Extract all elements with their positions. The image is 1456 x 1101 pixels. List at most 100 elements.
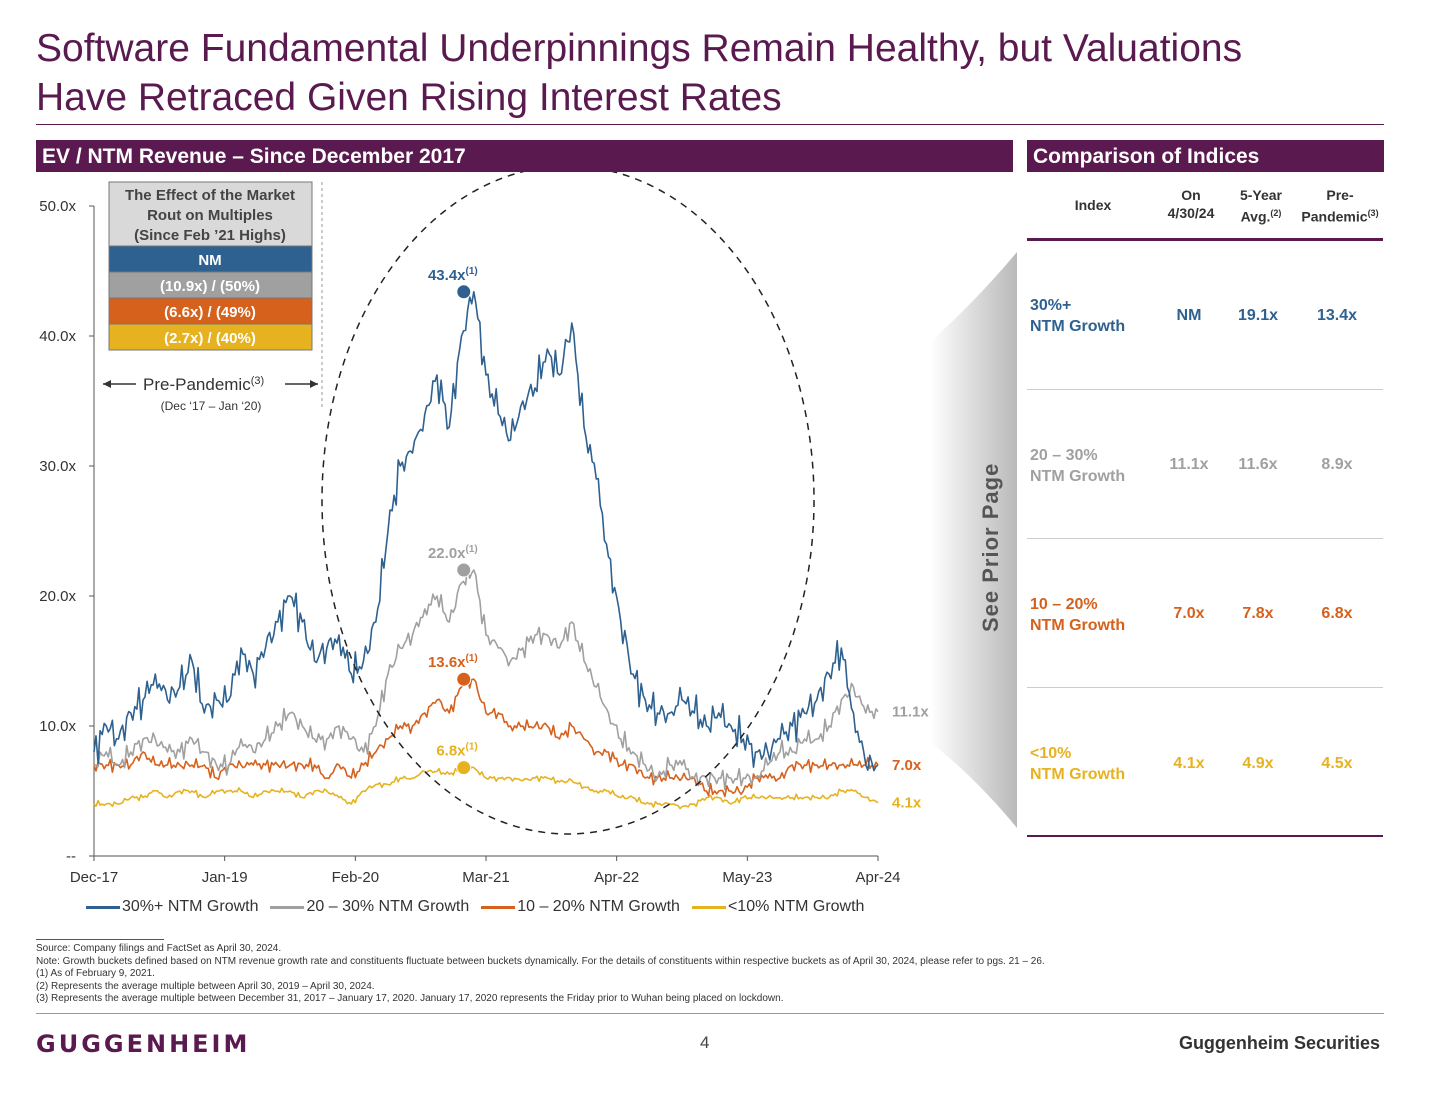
y-axis: -- 10.0x 20.0x 30.0x 40.0x 50.0x xyxy=(39,198,95,865)
series-line xyxy=(93,766,879,810)
value-20-current: 11.1x xyxy=(1169,456,1209,473)
row-divider xyxy=(1027,389,1383,390)
end-value-label: 4.1x xyxy=(892,795,922,812)
row-divider xyxy=(1027,538,1383,539)
legend-item-30: 30%+ NTM Growth xyxy=(86,898,258,916)
footnote-divider xyxy=(36,939,164,940)
value-20-pre: 8.9x xyxy=(1321,456,1353,473)
peak-label: 6.8x(1) xyxy=(436,742,477,760)
footnote-source: Source: Company filings and FactSet as A… xyxy=(36,943,282,954)
legend-item-20: 20 – 30% NTM Growth xyxy=(270,898,469,916)
legend-label: 10 – 20% NTM Growth xyxy=(517,898,680,915)
peak-marker xyxy=(456,671,472,687)
legend-label: 20 – 30% NTM Growth xyxy=(306,898,470,915)
legend-swatch xyxy=(691,905,726,909)
series-line xyxy=(93,291,879,772)
series-line xyxy=(93,564,879,791)
effect-box-header-1: The Effect of the Market xyxy=(125,187,295,204)
series-line xyxy=(93,676,879,798)
value-10-pre: 6.8x xyxy=(1321,605,1353,622)
y-tick-label: 10.0x xyxy=(39,718,76,735)
pre-pandemic-label: Pre-Pandemic(3) xyxy=(143,375,264,394)
col-header-5yr-2: Avg.(2) xyxy=(1240,208,1282,225)
y-tick-label: 20.0x xyxy=(39,588,76,605)
x-tick-label: May-23 xyxy=(722,869,772,886)
effect-box: The Effect of the Market Rout on Multipl… xyxy=(108,181,313,351)
col-header-current-1: On xyxy=(1181,187,1201,203)
effect-box-header-2: Rout on Multiples xyxy=(147,207,273,224)
guggenheim-logo: GUGGENHEIM xyxy=(36,1030,251,1058)
end-value-label: 11.1x xyxy=(892,704,929,721)
effect-box-header-3: (Since Feb ’21 Highs) xyxy=(134,227,286,244)
value-10-current: 7.0x xyxy=(1173,605,1205,622)
col-header-current: On 4/30/24 xyxy=(1156,186,1226,222)
ev-ntm-revenue-chart: -- 10.0x 20.0x 30.0x 40.0x 50.0x Dec-17 Jan-19… xyxy=(39,172,1017,886)
peak-marker xyxy=(456,284,472,300)
x-tick-label: Jan-19 xyxy=(202,869,248,886)
legend-label: <10% NTM Growth xyxy=(727,898,865,915)
peak-label: 43.4x(1) xyxy=(428,266,478,284)
row-label-10: 10 – 20% NTM Growth xyxy=(1030,596,1126,634)
x-axis: Dec-17 Jan-19 Feb-20 Mar-21 Apr-22 May-23 Apr-… xyxy=(70,855,901,886)
highlight-ellipse xyxy=(321,172,815,835)
col-header-current-2: 4/30/24 xyxy=(1167,205,1215,221)
peak-label: 22.0x(1) xyxy=(428,544,478,562)
footnote-1: (1) As of February 9, 2021. xyxy=(36,968,155,979)
value-20-5yr: 11.6x xyxy=(1238,456,1278,473)
x-tick-label: Apr-22 xyxy=(594,869,639,886)
effect-row-20: (10.9x) / (50%) xyxy=(160,278,260,295)
row-label-0: <10% NTM Growth xyxy=(1030,745,1126,783)
value-0-pre: 4.5x xyxy=(1321,755,1353,772)
row-label-20: 20 – 30% NTM Growth xyxy=(1030,447,1126,485)
title-line-2: Have Retraced Given Rising Interest Rate… xyxy=(36,76,782,119)
col-header-index: Index xyxy=(1074,197,1112,213)
x-tick-label: Apr-24 xyxy=(855,869,900,886)
value-30-pre: 13.4x xyxy=(1316,307,1358,324)
effect-row-30: NM xyxy=(198,252,221,269)
col-header-prepandemic-2: Pandemic(3) xyxy=(1301,208,1379,225)
table-bottom-rule xyxy=(1027,835,1383,837)
see-prior-page-funnel: See Prior Page xyxy=(930,252,1017,828)
pre-pandemic-annotation: Pre-Pandemic(3) (Dec ‘17 – Jan ‘20) xyxy=(103,182,323,413)
col-header-5yr-1: 5-Year xyxy=(1239,187,1283,203)
chart-banner: EV / NTM Revenue – Since December 2017 xyxy=(36,140,1013,172)
page-number: 4 xyxy=(700,1033,710,1052)
row-divider xyxy=(1027,687,1383,688)
x-tick-label: Mar-21 xyxy=(462,869,510,886)
x-tick-label: Dec-17 xyxy=(70,869,118,886)
title-divider xyxy=(36,124,1384,125)
footer-divider xyxy=(36,1013,1384,1014)
pre-pandemic-range: (Dec ‘17 – Jan ‘20) xyxy=(161,399,262,413)
col-header-prepandemic-1: Pre- xyxy=(1326,187,1354,203)
value-30-5yr: 19.1x xyxy=(1237,307,1279,324)
effect-row-10: (6.6x) / (49%) xyxy=(164,304,256,321)
row-label-30: 30%+ NTM Growth xyxy=(1030,297,1126,335)
legend-swatch xyxy=(86,905,120,909)
value-10-5yr: 7.8x xyxy=(1242,605,1274,622)
page-title: Software Fundamental Underpinnings Remai… xyxy=(36,24,1376,122)
legend-label: 30%+ NTM Growth xyxy=(122,898,259,915)
value-0-5yr: 4.9x xyxy=(1242,755,1274,772)
end-labels: 11.1x 7.0x 4.1x xyxy=(892,704,929,812)
effect-row-0: (2.7x) / (40%) xyxy=(164,330,256,347)
value-0-current: 4.1x xyxy=(1173,755,1205,772)
table-header-rule xyxy=(1027,238,1383,241)
footnote-note: Note: Growth buckets defined based on NT… xyxy=(36,955,1045,967)
comparison-banner: Comparison of Indices xyxy=(1027,140,1384,172)
peak-label: 13.6x(1) xyxy=(428,653,478,671)
chart-legend: 30%+ NTM Growth 20 – 30% NTM Growth 10 –… xyxy=(86,898,876,916)
footnotes: Source: Company filings and FactSet as A… xyxy=(36,943,1045,1006)
peak-marker xyxy=(456,562,472,578)
col-header-prepandemic: Pre- Pandemic(3) xyxy=(1298,186,1382,226)
value-30-current: NM xyxy=(1176,307,1202,324)
footnote-2: (2) Represents the average multiple betw… xyxy=(36,980,375,992)
legend-swatch xyxy=(481,905,516,909)
col-header-5yr: 5-Year Avg.(2) xyxy=(1226,186,1296,226)
legend-swatch xyxy=(270,905,305,909)
peak-markers: 43.4x(1) 22.0x(1) 13.6x(1) 6.8x(1) xyxy=(428,266,478,776)
legend-item-0: <10% NTM Growth xyxy=(691,898,865,916)
legend-item-10: 10 – 20% NTM Growth xyxy=(481,898,680,916)
y-tick-label: 50.0x xyxy=(39,198,76,215)
chart-lines xyxy=(93,291,879,810)
y-tick-label: 40.0x xyxy=(39,328,76,345)
